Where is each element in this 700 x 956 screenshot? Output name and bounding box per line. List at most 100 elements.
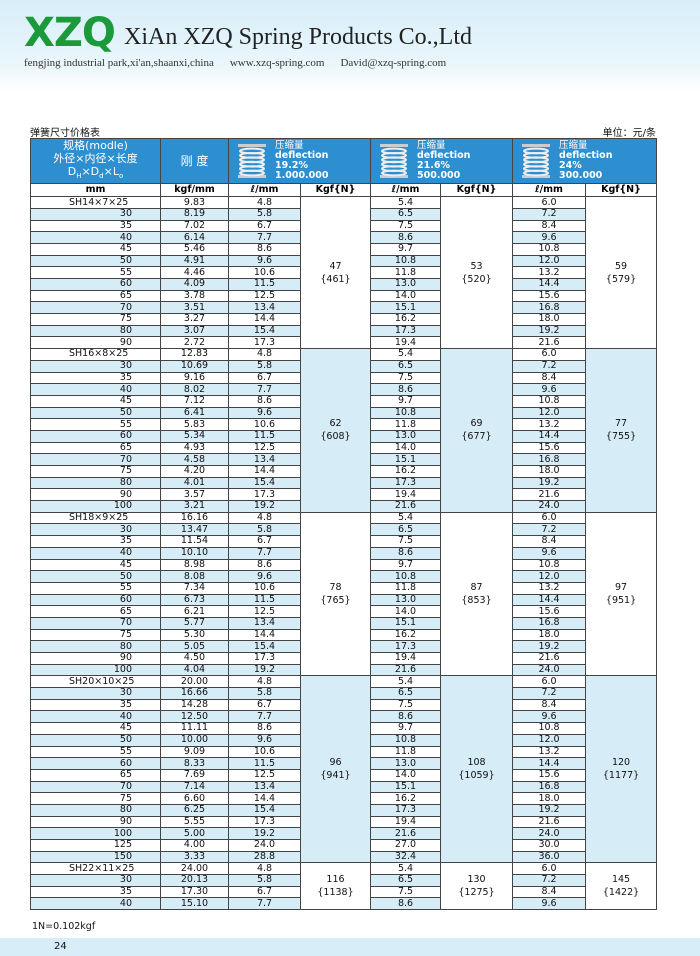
size: 90: [30, 815, 161, 829]
stiffness: 4.93: [160, 441, 229, 455]
length: 24.0: [512, 500, 587, 513]
size: 45: [30, 394, 161, 408]
length: 19.4: [370, 336, 441, 350]
price-table: 规格(modle) 外径×内径×长度 DH×Dd×Lo 刚 度压缩量 deflectio…: [30, 137, 658, 911]
row: 75 5.30 14.4 16.2 18.0: [30, 628, 657, 642]
length: 12.5: [228, 289, 301, 303]
row: 55 9.09 10.6 11.8 13.2: [30, 745, 657, 759]
length: 7.7: [228, 546, 301, 560]
row: 45 11.11 8.6 9.7 10.8: [30, 722, 657, 735]
row: 35 7.02 6.7 7.5 8.4: [30, 219, 657, 233]
load-n: {1177}: [602, 770, 640, 782]
length: 15.6: [512, 289, 587, 303]
row: 50 4.91 9.6 10.8 12.0: [30, 254, 657, 268]
size: SH22×11×25: [30, 862, 161, 876]
length: 13.0: [370, 757, 441, 770]
length: 6.7: [228, 371, 301, 385]
length: 14.0: [370, 289, 441, 303]
deflection-line: 300.000: [559, 170, 603, 182]
size: 70: [30, 780, 161, 794]
row: 30 8.19 5.8 6.5 7.2: [30, 207, 657, 221]
size: 65: [30, 289, 161, 303]
deflection-line: deflection: [417, 150, 471, 162]
stiffness: 3.27: [160, 313, 229, 326]
length: 18.0: [512, 313, 587, 326]
row: 80 3.07 15.4 17.3 19.2: [30, 324, 657, 338]
stiffness: 7.02: [160, 219, 229, 233]
size: 30: [30, 874, 161, 887]
dim: ×L: [103, 165, 119, 178]
length: 15.4: [228, 324, 301, 338]
load-kgf: 69: [470, 418, 483, 430]
stiffness: 17.30: [160, 885, 229, 899]
length: 11.8: [370, 581, 441, 595]
deflection-line: 19.2%: [275, 160, 308, 172]
stiffness: 8.02: [160, 383, 229, 396]
length: 6.5: [370, 207, 441, 221]
length: 13.0: [370, 278, 441, 291]
length: 14.4: [512, 757, 587, 770]
row: 65 7.69 12.5 14.0 15.6: [30, 768, 657, 782]
size: 30: [30, 687, 161, 700]
stiffness: 7.14: [160, 780, 229, 794]
load-n: {520}: [461, 273, 492, 285]
length: 7.7: [228, 231, 301, 244]
subheader: ℓ/mm: [512, 183, 587, 198]
stiffness: 9.83: [160, 196, 229, 209]
stiffness: 6.73: [160, 593, 229, 607]
length: 9.6: [512, 546, 587, 560]
row: 80 6.25 15.4 17.3 19.2: [30, 803, 657, 817]
length: 11.5: [228, 429, 301, 443]
load-kgf: 62: [329, 418, 342, 430]
length: 36.0: [512, 850, 587, 864]
length: 6.7: [228, 219, 301, 233]
length: 6.0: [512, 196, 587, 209]
length: 18.0: [512, 465, 587, 478]
stiffness: 5.00: [160, 827, 229, 840]
size: 60: [30, 757, 161, 770]
length: 5.8: [228, 523, 301, 537]
row: 30 16.66 5.8 6.5 7.2: [30, 687, 657, 700]
length: 11.8: [370, 745, 441, 759]
dim-sub: H: [76, 172, 82, 181]
length: 10.6: [228, 418, 301, 431]
row: SH22×11×25 24.00 4.8 116 {1138} 5.4 130 {1275} 6…: [30, 862, 658, 911]
length: 14.4: [512, 278, 587, 291]
length: 11.8: [370, 266, 441, 279]
group: SH22×11×25 24.00 4.8 116 {1138} 5.4 130 {1275} 6…: [30, 862, 658, 911]
load: 116 {1138}: [300, 862, 371, 911]
stiffness: 4.91: [160, 254, 229, 268]
length: 13.4: [228, 780, 301, 794]
length: 19.2: [512, 476, 587, 490]
load: 120 {1177}: [585, 675, 658, 864]
length: 13.0: [370, 593, 441, 607]
size: 45: [30, 722, 161, 735]
load: 96 {941}: [300, 675, 371, 864]
length: 16.2: [370, 465, 441, 478]
load-n: {461}: [320, 273, 351, 285]
size: SH14×7×25: [30, 196, 161, 209]
size: 75: [30, 628, 161, 642]
size: 35: [30, 698, 161, 712]
length: 12.0: [512, 406, 587, 420]
address: fengjing industrial park,xi'an,shaanxi,c…: [24, 57, 214, 69]
stiffness: 8.08: [160, 570, 229, 583]
page-footer: 24: [0, 938, 700, 956]
size: 90: [30, 336, 161, 350]
row: 60 8.33 11.5 13.0 14.4: [30, 757, 657, 770]
size: 70: [30, 453, 161, 466]
length: 5.8: [228, 874, 301, 887]
stiffness: 10.00: [160, 733, 229, 747]
table-head: 规格(modle) 外径×内径×长度 DH×Dd×Lo 刚 度压缩量 deflectio…: [30, 137, 658, 198]
load-kgf: 97: [614, 582, 628, 594]
stiffness: 2.72: [160, 336, 229, 350]
length: 18.0: [512, 792, 587, 805]
row: 65 6.21 12.5 14.0 15.6: [30, 605, 657, 618]
stiffness: 5.77: [160, 616, 229, 630]
row: SH16×8×25 12.83 4.8 62 {608} 5.4 69 {677} 6.0 77{…: [30, 348, 658, 513]
row: 100 4.04 19.2 21.6 24.0: [30, 663, 657, 677]
length: 6.7: [228, 535, 301, 548]
length: 9.6: [512, 231, 587, 244]
load: 97 {951}: [585, 511, 658, 677]
row: 30 20.13 5.8 6.5 7.2: [30, 874, 657, 887]
